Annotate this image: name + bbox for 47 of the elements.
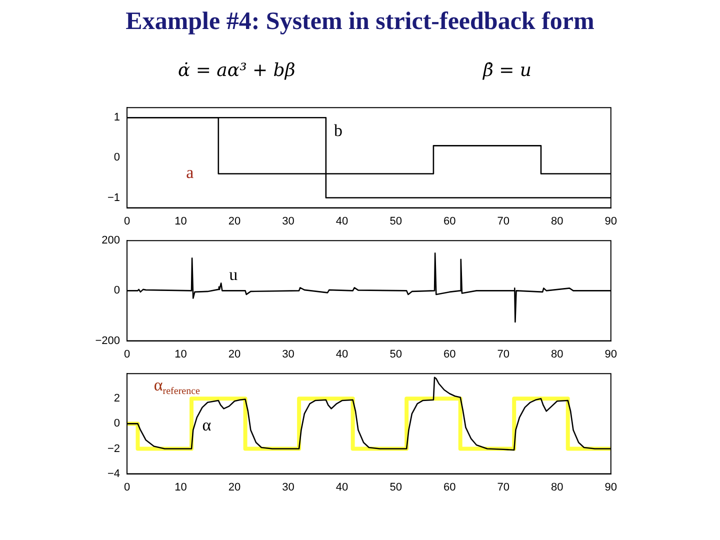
x-tick-label: 30: [282, 348, 294, 360]
y-tick-label: 0: [114, 152, 120, 164]
y-tick-label: 0: [114, 284, 120, 297]
y-tick-label: −200: [95, 334, 120, 347]
text: α̇ = aα³ + bβ: [178, 60, 296, 81]
x-tick-label: 30: [282, 215, 294, 228]
x-tick-label: 60: [443, 215, 456, 228]
x-tick-label: 90: [604, 348, 618, 360]
x-tick-label: 20: [228, 481, 241, 494]
series-label: b: [334, 121, 342, 140]
x-tick-label: 20: [228, 348, 241, 360]
y-tick-label: 0: [114, 418, 120, 430]
x-tick-label: 70: [497, 481, 510, 494]
x-tick-label: 10: [174, 215, 187, 228]
x-tick-label: 10: [174, 481, 187, 494]
y-tick-label: −4: [107, 468, 120, 480]
y-tick-label: −1: [107, 192, 120, 204]
x-tick-label: 30: [282, 481, 294, 494]
x-tick-label: 50: [390, 481, 402, 494]
x-tick-label: 0: [124, 481, 130, 494]
y-tick-label: 1: [114, 112, 120, 124]
x-tick-label: 20: [228, 215, 241, 228]
x-tick-label: 50: [390, 215, 402, 228]
x-tick-label: 0: [124, 348, 130, 360]
x-tick-label: 70: [497, 348, 510, 360]
text: β̇ = u: [483, 60, 532, 81]
x-tick-label: 40: [336, 215, 348, 228]
x-tick-label: 70: [497, 215, 510, 228]
y-tick-label: 2: [114, 392, 120, 405]
x-tick-label: 40: [336, 481, 348, 494]
x-tick-label: 80: [550, 348, 564, 360]
x-tick-label: 60: [443, 481, 456, 494]
x-tick-label: 10: [174, 348, 187, 360]
x-tick-label: 90: [604, 215, 618, 228]
series-label: a: [186, 163, 194, 182]
x-tick-label: 80: [550, 215, 564, 228]
y-tick-label: 200: [102, 234, 120, 247]
x-tick-label: 60: [443, 348, 456, 360]
x-tick-label: 50: [390, 348, 402, 360]
x-tick-label: 0: [124, 215, 130, 228]
x-tick-label: 40: [336, 348, 348, 360]
series-label: α: [202, 416, 212, 435]
x-tick-label: 80: [550, 481, 564, 494]
x-tick-label: 90: [604, 481, 618, 494]
series-label: u: [229, 265, 238, 284]
chart-title: Example #4: System in strict-feedback form: [124, 8, 596, 37]
y-tick-label: −2: [107, 442, 120, 455]
